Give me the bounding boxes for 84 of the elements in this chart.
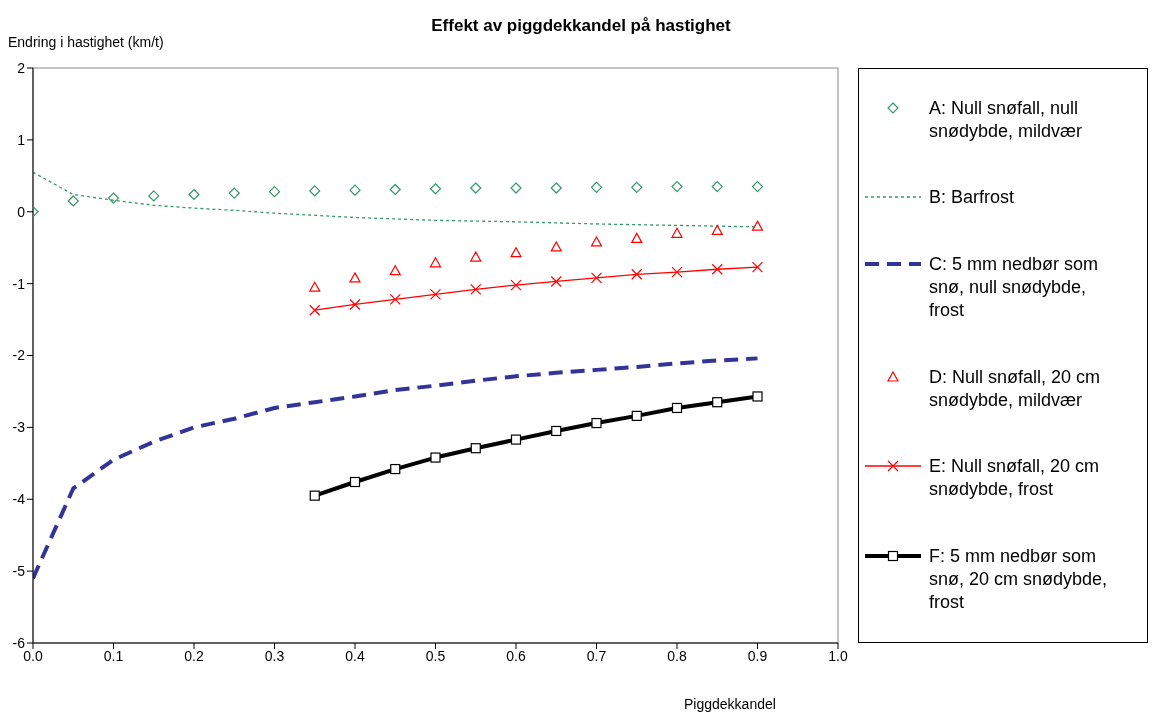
point [550,275,562,288]
point [309,185,321,197]
point [349,272,361,283]
point [510,182,522,194]
point [67,195,79,207]
legend-label: E: Null snøfall, 20 cm snødybde, frost [928,455,1101,502]
point [590,236,603,247]
legend-label: B: Barfrost [928,186,1016,210]
point [631,268,643,280]
x-tick-label: 0.3 [264,647,285,664]
point [510,279,522,291]
legend-label: A: Null snøfall, null snødybde, mildvær [928,96,1084,143]
point [591,417,602,429]
point [712,397,723,408]
point [551,425,562,437]
x-tick-label: 0.9 [747,647,768,664]
line-series [33,356,760,581]
point [389,265,401,276]
point [631,232,643,243]
point [510,434,522,445]
y-axis-title: Endring i hastighet (km/t) [8,34,164,50]
x-tick-label: 0.0 [23,647,43,664]
x-axis-title: Piggdekkandel [684,696,776,712]
x-tick-label: 1.0 [828,647,848,664]
point [590,272,603,284]
legend-label: F: 5 mm nedbør som snø, 20 cm snødybde, frost [928,545,1109,615]
point [349,184,361,196]
point [631,410,642,421]
x-tick-label: 0.8 [667,647,687,664]
y-tick-label: -5 [12,563,26,580]
y-tick-label: 0 [17,203,26,220]
legend-label: C: 5 mm nedbør som snø, null snødybde, frost [928,253,1100,323]
point [470,182,482,194]
x-tick-label: 0.6 [506,647,526,664]
x-tick-label: 0.5 [425,647,446,664]
point [671,266,683,278]
point [107,192,120,204]
point [188,188,200,201]
x-tick-label: 0.1 [103,647,124,664]
point [470,443,481,454]
point [349,298,361,311]
y-tick-label: -4 [12,491,26,508]
point [550,182,562,194]
point [429,183,442,195]
point [429,257,442,268]
y-tick-label: -2 [12,347,26,364]
chart-title: Effekt av piggdekkandel på hastighet [431,16,731,35]
point [711,180,723,193]
point [711,224,723,236]
point [349,476,361,488]
y-tick-label: 1 [17,131,26,148]
point [268,186,281,198]
point [148,190,160,202]
point [751,220,764,231]
point [671,227,683,238]
x-tick-label: 0.2 [184,647,204,664]
point [550,241,562,252]
point [751,180,764,193]
point [309,490,320,501]
y-tick-label: 2 [17,59,26,76]
point [470,251,482,262]
point [631,181,643,193]
point [752,391,763,402]
y-tick-label: -3 [12,419,26,436]
point [309,304,321,316]
y-tick-label: -6 [12,634,26,651]
point [510,247,522,258]
legend-label: D: Null snøfall, 20 cm snødybde, mildvær [928,365,1102,412]
y-tick-label: -1 [12,275,26,292]
point [390,463,401,475]
point [430,452,441,463]
point [671,180,683,193]
point [711,263,723,275]
point [590,181,603,193]
x-tick-label: 0.7 [586,647,607,664]
point [751,261,764,273]
point [389,183,401,196]
point [470,283,482,295]
point [671,402,683,414]
point [389,293,401,306]
x-tick-label: 0.4 [345,647,365,664]
point [429,288,442,301]
point [228,187,240,199]
point [309,281,321,292]
